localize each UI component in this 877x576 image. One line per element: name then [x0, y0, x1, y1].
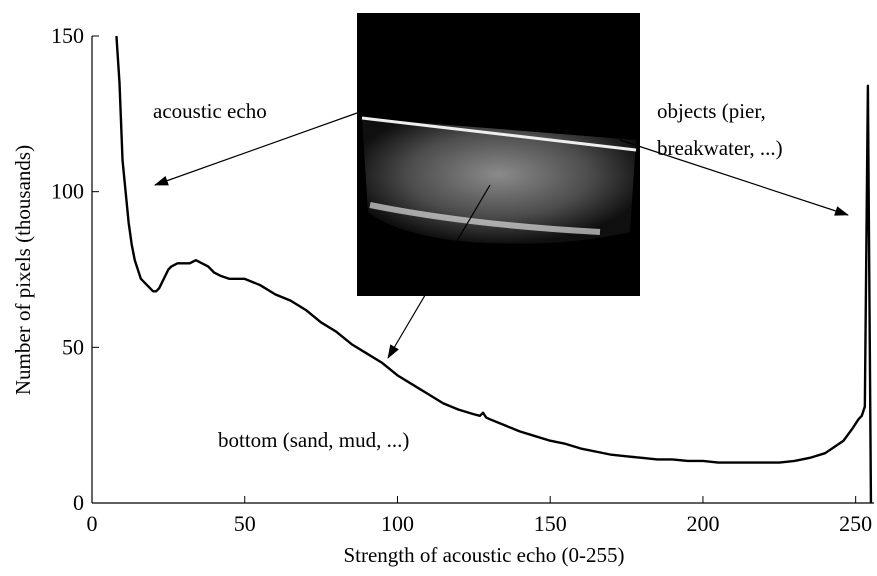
- y-tick-label: 50: [62, 334, 84, 359]
- x-tick-label: 0: [87, 511, 98, 536]
- data-line: [115, 35, 873, 504]
- y-tick-label: 100: [51, 179, 84, 204]
- x-tick-label: 100: [381, 511, 414, 536]
- x-tick-label: 200: [686, 511, 719, 536]
- y-tick-label: 150: [51, 23, 84, 48]
- x-tick-label: 50: [234, 511, 256, 536]
- y-axis-label: Number of pixels (thousands): [11, 145, 35, 395]
- annotation: bottom (sand, mud, ...): [218, 428, 409, 452]
- arrow: [387, 184, 491, 359]
- annotation: breakwater, ...): [657, 136, 783, 160]
- x-tick-label: 250: [839, 511, 872, 536]
- arrow: [619, 139, 849, 216]
- inset-image: [357, 13, 640, 296]
- x-tick-label: 150: [534, 511, 567, 536]
- x-axis-label: Strength of acoustic echo (0-255): [343, 543, 624, 567]
- y-tick-label: 0: [73, 490, 84, 515]
- annotation: acoustic echo: [153, 99, 267, 123]
- arrow: [154, 112, 358, 186]
- annotation: objects (pier,: [657, 99, 766, 123]
